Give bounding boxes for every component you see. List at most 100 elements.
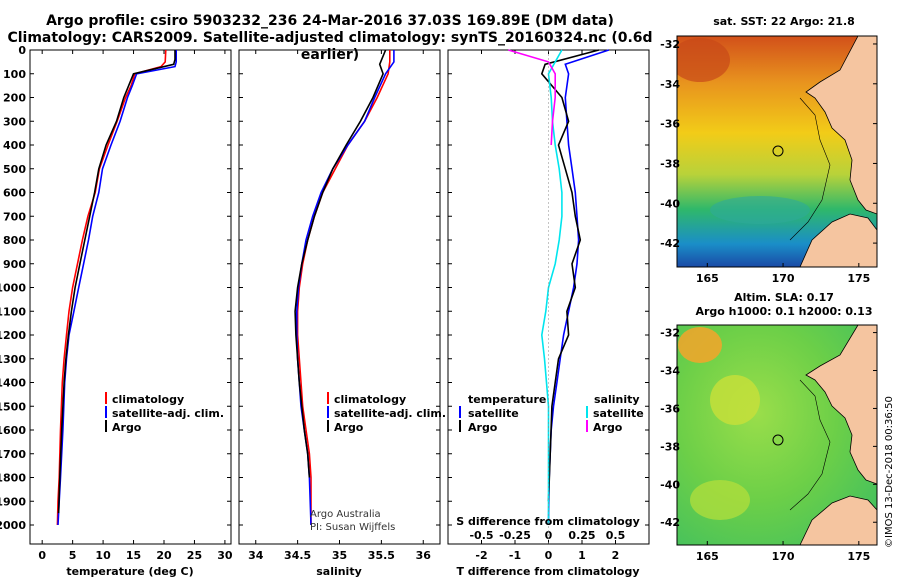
depth-tick-label: 1500 [0,400,26,413]
legend-satellite: satellite-adj. clim. [334,407,446,420]
x-tick-label: 5 [69,549,77,562]
lat-tick-label: -36 [660,402,680,415]
difference-chart: -2 -1 0 1 2-0.5 -0.25 0 0.25 0.5 [448,49,649,562]
sla-map [676,324,878,546]
depth-tick-label: 700 [3,210,26,223]
depth-tick-label: 1900 [0,495,26,508]
lat-tick-label: -38 [660,440,680,453]
profile-location-marker [772,434,784,446]
legend-s-satellite: satellite [593,407,644,420]
temperature-xlabel: temperature (deg C) [66,565,193,578]
x-tick-label: 35.5 [368,549,395,562]
depth-tick-label: 1700 [0,448,26,461]
legend-climatology: climatology [112,393,184,406]
x-tick-label: 35 [332,549,347,562]
lon-tick-label: 175 [847,550,870,563]
series-line-climatology [56,49,167,526]
series-line-salinity-argo [508,49,557,146]
land-south-island [799,495,877,545]
legend-t-satellite: satellite [468,407,519,420]
series-line-temperature-satellite [547,49,610,526]
depth-tick-label: 1100 [0,305,26,318]
lat-tick-label: -38 [660,157,680,170]
series-line-argo [294,49,387,478]
title-line-2: Climatology: CARS2009. Satellite-adjuste… [7,30,653,63]
lat-tick-label: -34 [660,78,680,91]
depth-tick-label: 600 [3,187,26,200]
x-tick-label: 36 [416,549,432,562]
x-tick-label: 34.5 [284,549,311,562]
x-tick-label: 30 [217,549,233,562]
depth-tick-label: 2000 [0,519,26,532]
x-tick-label: 10 [95,549,111,562]
legend-s-argo: Argo [593,421,623,434]
land-north-island [805,36,877,215]
depth-tick-label: 1200 [0,329,26,342]
lat-tick-label: -40 [660,197,680,210]
depth-tick-label: 800 [3,234,26,247]
title-line-1: Argo profile: csiro 5903232_236 24-Mar-2… [46,13,614,29]
land-south-island [799,213,877,267]
secondary-x-tick-label: 0.25 [568,529,595,542]
lon-tick-label: 165 [696,550,719,563]
salinity-legend: climatology satellite-adj. clim. Argo [327,392,446,434]
lat-tick-label: -36 [660,118,680,131]
map2-title-line-2: Argo h1000: 0.1 h2000: 0.13 [695,305,872,318]
x-tick-label: 0 [545,549,553,562]
series-line-argo [57,50,176,514]
lon-tick-label: 175 [847,272,870,285]
sla-high-patch [678,327,722,363]
salinity-panel-frame [238,49,441,545]
x-tick-label: 0 [38,549,46,562]
sla-mid-patch [710,375,760,425]
secondary-x-tick-label: -0.25 [499,529,531,542]
temperature-legend: climatology satellite-adj. clim. Argo [105,392,224,434]
salinity-xlabel: salinity [316,565,362,578]
side-stamp: ©IMOS 13-Dec-2018 00:36:50 [884,396,895,548]
series-line-satellite-adj-clim- [57,50,177,526]
x-tick-label: 2 [612,549,620,562]
temperature-chart: 0100200300400500600700800900100011001200… [0,44,233,562]
lat-tick-label: -32 [660,38,680,51]
sla-mid-patch-2 [690,480,750,520]
depth-tick-label: 1300 [0,353,26,366]
series-line-temperature-argo [540,49,600,502]
map-axes: 165 170 175 -32 -34 -36 -38 -40 -42 165 170 175 -32 -… [660,38,877,563]
legend-salinity-heading: salinity [594,393,640,406]
lat-tick-label: -40 [660,478,680,491]
x-tick-label: 34 [248,549,264,562]
land-north-island [805,325,877,485]
lat-tick-label: -42 [660,516,680,529]
sst-map-frame [676,35,878,268]
depth-tick-label: 100 [3,68,26,81]
difference-xlabel: T difference from climatology [456,565,639,578]
lon-tick-label: 165 [696,272,719,285]
depth-tick-label: 1600 [0,424,26,437]
secondary-x-tick-label: 0.5 [606,529,626,542]
depth-tick-label: 0 [18,44,26,57]
series-line-satellite-adj-clim- [295,50,395,526]
bathymetry-contour [789,97,831,241]
depth-tick-label: 500 [3,163,26,176]
lon-tick-label: 170 [772,272,795,285]
secondary-x-tick-label: -0.5 [469,529,493,542]
map1-title: sat. SST: 22 Argo: 21.8 [713,15,855,28]
x-tick-label: -1 [509,549,521,562]
depth-tick-label: 300 [3,115,26,128]
depth-tick-label: 400 [3,139,26,152]
credit-line-1: Argo Australia [310,509,381,520]
x-tick-label: -2 [475,549,487,562]
lon-tick-label: 170 [772,550,795,563]
bathymetry-contour [789,379,831,511]
legend-argo: Argo [334,421,364,434]
x-tick-label: 20 [156,549,172,562]
lat-tick-label: -32 [660,327,680,340]
x-tick-label: 1 [578,549,586,562]
map2-title-line-1: Altim. SLA: 0.17 [734,291,834,304]
x-tick-label: 15 [126,549,141,562]
depth-tick-label: 900 [3,258,26,271]
sst-map [676,35,878,268]
series-line-climatology [296,50,391,525]
